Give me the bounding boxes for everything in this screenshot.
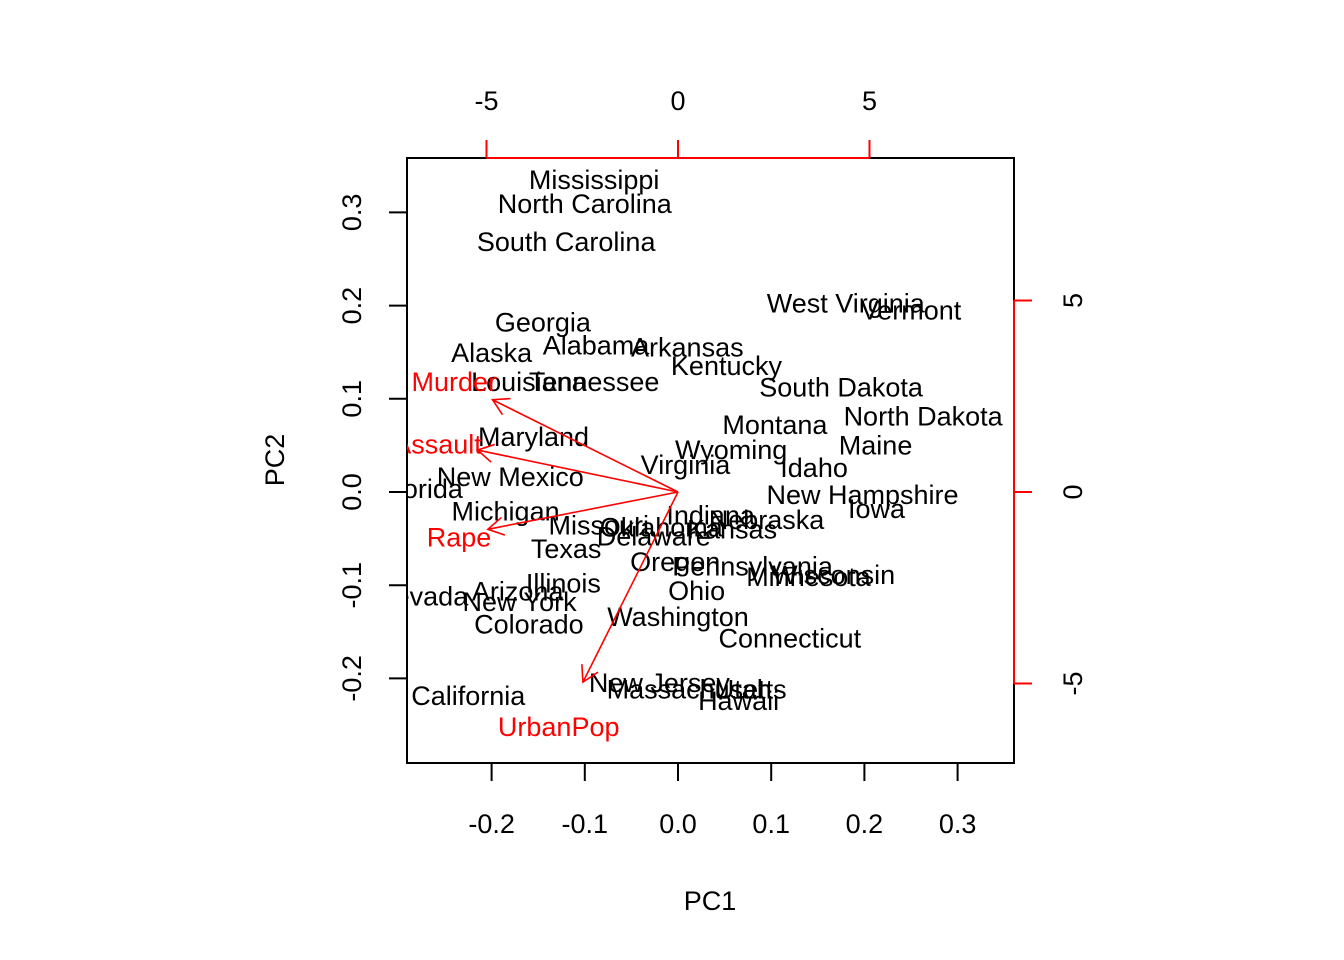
x-tick-label: 0.0 — [659, 809, 697, 839]
state-label: Montana — [722, 410, 828, 440]
state-label: Georgia — [495, 307, 592, 337]
state-label: Idaho — [780, 453, 848, 483]
state-label: Kentucky — [671, 351, 783, 381]
y-axis-left: -0.2 -0.1 0.0 0.1 0.2 0.3 — [337, 194, 407, 702]
state-label: West Virginia — [767, 289, 926, 319]
state-label: Oklahoma — [600, 512, 724, 542]
loading-label: UrbanPop — [498, 712, 620, 742]
state-label: Maine — [839, 430, 913, 460]
state-label: Nevada — [375, 581, 469, 611]
right-tick-label: 0 — [1058, 484, 1088, 499]
state-label: Utah — [715, 675, 772, 705]
loading-arrow — [582, 491, 679, 683]
state-label: Wisconsin — [772, 560, 895, 590]
loading-arrowhead — [476, 443, 495, 463]
state-label: North Carolina — [498, 189, 673, 219]
loading-arrows: Murder Assault Rape UrbanPop — [393, 367, 679, 742]
state-label: Massachusetts — [607, 675, 787, 705]
x-axis-bottom: -0.2 -0.1 0.0 0.1 0.2 0.3 — [468, 762, 977, 839]
loading-arrow — [492, 399, 679, 493]
state-label: Tennessee — [529, 367, 660, 397]
x-tick-label: 0.2 — [846, 809, 884, 839]
loading-label: Rape — [427, 523, 492, 553]
state-label: Delaware — [597, 522, 711, 552]
state-label: Washington — [607, 602, 749, 632]
state-label: Iowa — [848, 494, 906, 524]
state-label: Arkansas — [631, 333, 744, 363]
y-tick-label: 0.0 — [337, 473, 367, 511]
x-axis-top: -5 0 5 — [474, 86, 877, 159]
state-label: Missouri — [549, 511, 650, 541]
y-axis-label: PC2 — [260, 434, 290, 487]
state-label: North Dakota — [844, 402, 1004, 432]
loading-arrowhead — [581, 664, 599, 684]
right-tick-label: 5 — [1058, 293, 1088, 308]
state-label: Colorado — [474, 609, 584, 639]
loading-label: Assault — [393, 429, 482, 459]
state-label: South Carolina — [477, 227, 657, 257]
state-label: Hawaii — [698, 686, 779, 716]
y-tick-label: 0.1 — [337, 380, 367, 418]
state-label: Maryland — [478, 422, 589, 452]
state-label: New Jersey — [589, 668, 731, 698]
state-label: Indiana — [666, 500, 756, 530]
y-tick-label: 0.2 — [337, 287, 367, 325]
y-tick-label: -0.2 — [337, 655, 367, 702]
loading-arrowhead — [486, 516, 506, 536]
y-tick-label: 0.3 — [337, 194, 367, 232]
y-axis-right: -5 0 5 — [1013, 293, 1088, 696]
loading-arrow — [487, 491, 679, 531]
state-label: Vermont — [861, 295, 962, 325]
top-tick-label: 0 — [670, 86, 685, 116]
state-label: Alaska — [451, 338, 533, 368]
y-tick-label: -0.1 — [337, 562, 367, 609]
x-tick-label: 0.1 — [752, 809, 790, 839]
loading-label: Murder — [412, 367, 498, 397]
state-label: Wyoming — [675, 435, 787, 465]
state-label: Virginia — [641, 450, 732, 480]
x-tick-label: -0.1 — [562, 809, 609, 839]
state-label: Minnesota — [746, 562, 872, 592]
loading-arrowhead — [491, 397, 511, 416]
state-label: Connecticut — [719, 623, 862, 653]
state-label: Oregon — [630, 547, 720, 577]
state-label: Nebraska — [709, 505, 826, 535]
state-label: Arizona — [472, 577, 565, 607]
right-tick-label: -5 — [1058, 671, 1088, 695]
loading-arrow — [477, 449, 679, 493]
state-label: Louisiana — [471, 367, 588, 397]
state-label: New York — [463, 587, 578, 617]
top-tick-label: 5 — [862, 86, 877, 116]
top-tick-label: -5 — [474, 86, 498, 116]
state-label: California — [411, 681, 526, 711]
state-label: New Hampshire — [767, 480, 959, 510]
state-label: Mississippi — [529, 165, 660, 195]
state-label: Illinois — [526, 568, 601, 598]
x-tick-label: -0.2 — [468, 809, 515, 839]
state-label: South Dakota — [759, 373, 924, 403]
state-label: Texas — [531, 534, 602, 564]
x-tick-label: 0.3 — [939, 809, 977, 839]
state-label: Michigan — [452, 497, 560, 527]
state-label: Kansas — [687, 514, 777, 544]
state-label: Alabama — [543, 331, 651, 361]
state-label: Pennsylvania — [672, 552, 834, 582]
state-label: Florida — [380, 474, 464, 504]
state-label: Ohio — [668, 576, 725, 606]
x-axis-label: PC1 — [684, 886, 737, 916]
